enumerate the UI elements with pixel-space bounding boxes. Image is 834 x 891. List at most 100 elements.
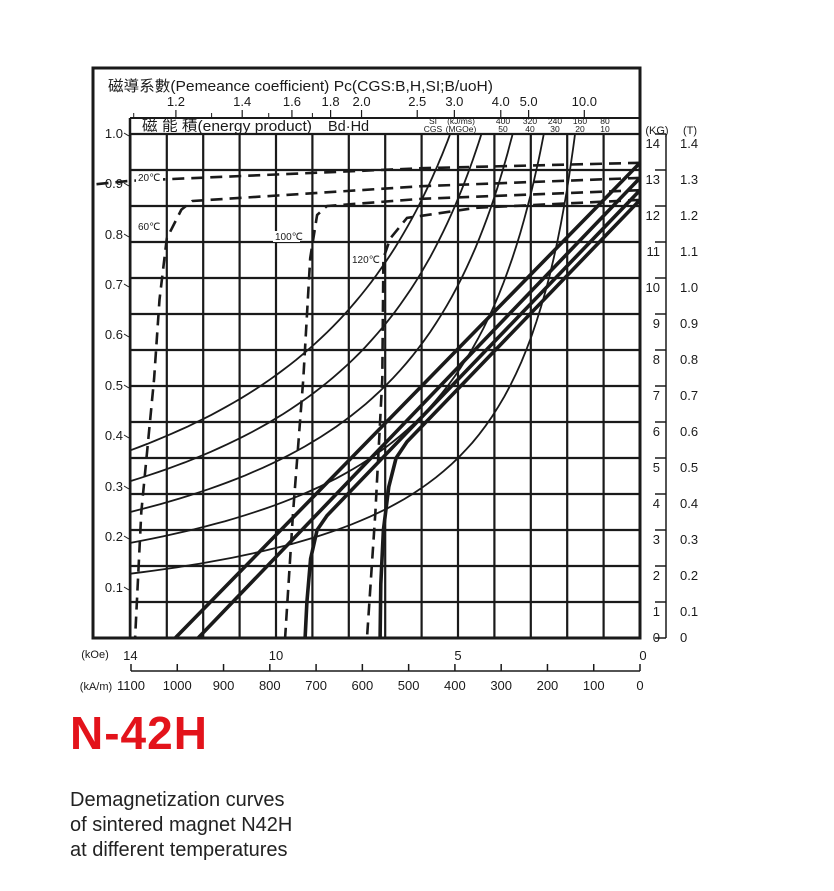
koe-tick-label: 0 (639, 648, 646, 663)
energy-si-value: 400 (496, 116, 510, 126)
left-axis-tick-label: 0.1 (105, 580, 123, 595)
series-label: 20℃ (138, 173, 160, 184)
cgs-label: CGS (424, 124, 443, 134)
energy-cgs-value: 40 (525, 124, 535, 134)
koe-tick-label: 5 (454, 648, 461, 663)
kam-tick-label: 200 (537, 678, 559, 693)
left-axis-tick-label: 0.3 (105, 479, 123, 494)
normal-curve-1 (196, 176, 642, 638)
t-tick-label: 0.1 (680, 604, 698, 619)
energy-si-value: 240 (548, 116, 562, 126)
kam-tick-label: 800 (259, 678, 281, 693)
permeance-tick-label: 2.0 (353, 94, 371, 109)
t-tick-label: 0.3 (680, 532, 698, 547)
kam-tick-label: 700 (305, 678, 327, 693)
kg-tick-label: 1 (653, 604, 660, 619)
intrinsic-curve-3 (365, 198, 641, 638)
caption-line: of sintered magnet N42H (70, 814, 293, 836)
left-axis-tick (123, 132, 130, 137)
energy-product-curve (130, 133, 483, 482)
t-tick-label: 0.8 (680, 352, 698, 367)
t-tick-label: 1.4 (680, 136, 698, 151)
permeance-tick-label: 10.0 (572, 94, 597, 109)
kam-tick-label: 600 (352, 678, 374, 693)
permeance-tick-label: 1.2 (167, 94, 185, 109)
left-axis-tick (123, 384, 130, 389)
left-axis-tick (123, 535, 130, 540)
left-axis-tick (123, 434, 130, 439)
kam-tick-label: 900 (213, 678, 235, 693)
series-label-bg (136, 221, 163, 232)
normal-curve-0 (173, 161, 642, 638)
caption-line: Demagnetization curves (70, 789, 285, 811)
cgs-unit-label: (MGOe) (446, 124, 477, 134)
permeance-axis-label: 磁導系數(Pemeance coefficient) Pc(CGS:B,H,SI… (108, 78, 493, 95)
left-axis-tick (123, 485, 130, 490)
chart-frame (91, 66, 642, 640)
energy-product-symbol: Bd·Hd (328, 119, 369, 135)
energy-cgs-value: 10 (600, 124, 610, 134)
energy-si-value: 80 (600, 116, 610, 126)
kg-tick-label: 13 (646, 172, 660, 187)
series-label-bg (350, 254, 377, 265)
energy-product-curve (130, 133, 514, 513)
kg-tick-label: 11 (647, 244, 661, 259)
kg-tick-label: 9 (653, 316, 660, 331)
normal-curve-3 (378, 198, 642, 638)
t-tick-label: 0.6 (680, 424, 698, 439)
left-axis-tick (123, 283, 130, 288)
t-tick-label: 0.4 (680, 496, 698, 511)
energy-product-curve (130, 133, 576, 575)
kg-tick-label: 0 (653, 630, 660, 645)
kg-tick-label: 14 (646, 136, 660, 151)
permeance-tick-label: 1.8 (322, 94, 340, 109)
t-tick-label: 0.5 (680, 460, 698, 475)
kam-axis-unit: (kA/m) (80, 681, 112, 693)
left-axis-tick-label: 0.8 (105, 227, 123, 242)
left-axis-tick-label: 0.6 (105, 327, 123, 342)
left-axis-tick (123, 586, 130, 591)
left-axis-tick-label: 0.9 (105, 176, 123, 191)
caption-line: at different temperatures (70, 839, 288, 861)
series-label: 60℃ (138, 222, 160, 233)
series-label: 120℃ (352, 255, 380, 266)
kg-tick-label: 12 (646, 208, 660, 223)
kg-tick-label: 4 (653, 496, 660, 511)
t-tick-label: 1.0 (680, 280, 698, 295)
permeance-tick-label: 2.5 (408, 94, 426, 109)
energy-cgs-value: 20 (575, 124, 585, 134)
left-axis-tick-label: 0.7 (105, 277, 123, 292)
energy-cgs-value: 30 (550, 124, 560, 134)
t-tick-label: 1.1 (680, 244, 698, 259)
left-axis-tick (123, 233, 130, 238)
si-unit-label: (kJ/ms) (447, 116, 475, 126)
permeance-tick-label: 1.6 (283, 94, 301, 109)
kam-tick-label: 1000 (163, 678, 192, 693)
energy-si-value: 320 (523, 116, 537, 126)
kg-tick-label: 2 (653, 568, 660, 583)
t-tick-label: 1.2 (680, 208, 698, 223)
koe-tick-label: 10 (269, 648, 283, 663)
left-axis-tick-label: 1.0 (105, 126, 123, 141)
intrinsic-curve-1 (133, 176, 641, 638)
t-tick-label: 0 (680, 630, 687, 645)
kg-tick-label: 3 (653, 532, 660, 547)
koe-axis-unit: (kOe) (81, 649, 109, 661)
kam-tick-label: 0 (636, 678, 643, 693)
permeance-tick-label: 3.0 (445, 94, 463, 109)
left-axis-tick-label: 0.4 (105, 428, 123, 443)
t-tick-label: 0.9 (680, 316, 698, 331)
energy-cgs-value: 50 (498, 124, 508, 134)
si-label: SI (429, 116, 437, 126)
kg-tick-label: 10 (646, 280, 660, 295)
t-tick-label: 1.3 (680, 172, 698, 187)
left-axis-tick-label: 0.2 (105, 529, 123, 544)
energy-product-curve (130, 133, 452, 452)
kg-tick-label: 7 (653, 388, 660, 403)
t-tick-label: 0.2 (680, 568, 698, 583)
permeance-tick-label: 1.4 (233, 94, 251, 109)
kg-tick-label: 6 (653, 424, 660, 439)
kam-tick-label: 1100 (117, 678, 145, 693)
t-tick-label: 0.7 (680, 388, 698, 403)
